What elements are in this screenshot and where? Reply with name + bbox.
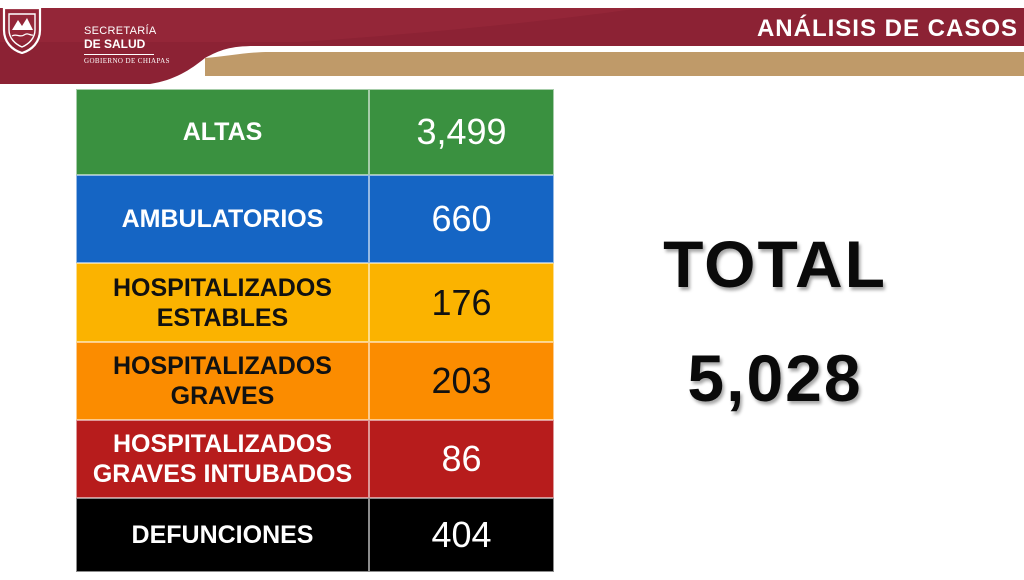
- row-label-text: DEFUNCIONES: [131, 521, 314, 549]
- table-row: AMBULATORIOS 660: [76, 175, 554, 263]
- table-row: HOSPITALIZADOS ESTABLES 176: [76, 263, 554, 342]
- row-value: 176: [369, 263, 554, 342]
- page-header: SECRETARÍA DE SALUD GOBIERNO DE CHIAPAS …: [0, 0, 1024, 86]
- row-label: ALTAS: [76, 89, 369, 175]
- row-label-line: HOSPITALIZADOS: [113, 273, 332, 302]
- row-label-line: HOSPITALIZADOS: [113, 352, 332, 380]
- row-value: 3,499: [369, 89, 554, 175]
- table-row: DEFUNCIONES 404: [76, 498, 554, 572]
- row-value: 86: [369, 420, 554, 498]
- brand-line-3: GOBIERNO DE CHIAPAS: [84, 57, 170, 65]
- table-row: ALTAS 3,499: [76, 89, 554, 175]
- row-label-text: HOSPITALIZADOS GRAVES INTUBADOS: [93, 429, 352, 489]
- brand-line-1: SECRETARÍA: [84, 25, 157, 37]
- page-title: ANÁLISIS DE CASOS: [756, 15, 1018, 42]
- row-label-text: ALTAS: [182, 118, 263, 146]
- row-label: DEFUNCIONES: [76, 498, 369, 572]
- header-banner: [0, 8, 1024, 84]
- row-label: AMBULATORIOS: [76, 175, 369, 263]
- row-label-line: GRAVES INTUBADOS: [92, 460, 353, 488]
- brand-divider: [84, 54, 154, 55]
- row-label: HOSPITALIZADOS GRAVES INTUBADOS: [76, 420, 369, 498]
- row-label-text: AMBULATORIOS: [121, 205, 324, 233]
- row-label-line: HOSPITALIZADOS: [113, 430, 332, 458]
- row-label: HOSPITALIZADOS ESTABLES: [76, 263, 369, 342]
- total-value: 5,028: [687, 341, 863, 415]
- brand-line-2: DE SALUD: [84, 37, 146, 51]
- row-label-line: ESTABLES: [156, 303, 289, 332]
- row-label-line: GRAVES: [170, 382, 275, 410]
- row-label-text: HOSPITALIZADOS ESTABLES: [113, 273, 332, 333]
- brand-lockup: SECRETARÍA DE SALUD GOBIERNO DE CHIAPAS: [84, 26, 170, 65]
- row-value: 404: [369, 498, 554, 572]
- row-label-text: HOSPITALIZADOS GRAVES: [113, 351, 332, 411]
- row-label: HOSPITALIZADOS GRAVES: [76, 342, 369, 420]
- row-value: 203: [369, 342, 554, 420]
- row-value: 660: [369, 175, 554, 263]
- cases-table: ALTAS 3,499 AMBULATORIOS 660 HOSPITALIZA…: [76, 89, 554, 572]
- table-row: HOSPITALIZADOS GRAVES INTUBADOS 86: [76, 420, 554, 498]
- coat-of-arms-logo: [2, 1, 42, 54]
- table-row: HOSPITALIZADOS GRAVES 203: [76, 342, 554, 420]
- total-label: TOTAL: [663, 227, 887, 301]
